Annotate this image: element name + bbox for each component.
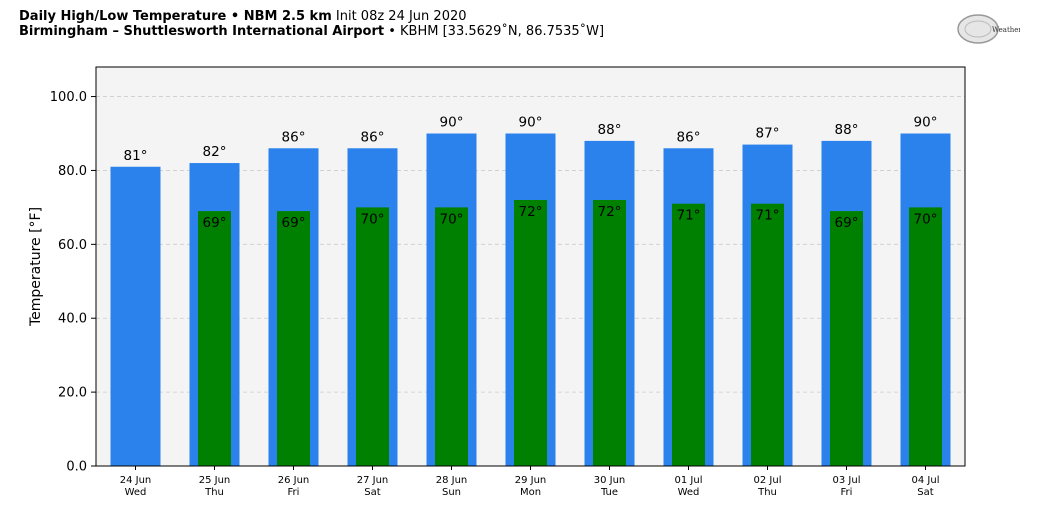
header-line-1: Daily High/Low Temperature • NBM 2.5 km … bbox=[19, 9, 604, 24]
low-value-label: 69° bbox=[282, 215, 306, 231]
x-tick-day: Wed bbox=[678, 487, 700, 498]
y-tick-label: 0.0 bbox=[66, 460, 87, 475]
y-tick-label: 80.0 bbox=[58, 164, 87, 179]
bar-labels: 81° 82° 69° 86° 69° 86° 70° 90° 70° 90° 72° 88° 72° 8… bbox=[124, 115, 938, 232]
x-tick-date: 27 Jun bbox=[357, 475, 389, 486]
x-tick-date: 30 Jun bbox=[594, 475, 626, 486]
low-bar bbox=[593, 200, 626, 466]
x-tick-date: 24 Jun bbox=[120, 475, 152, 486]
product-title: Daily High/Low Temperature • NBM 2.5 km bbox=[19, 9, 332, 24]
low-value-label: 72° bbox=[598, 204, 622, 220]
x-tick-date: 28 Jun bbox=[436, 475, 468, 486]
low-value-label: 70° bbox=[361, 211, 385, 227]
x-tick-day: Wed bbox=[125, 487, 147, 498]
y-tick-label: 40.0 bbox=[58, 312, 87, 327]
x-tick-day: Fri bbox=[288, 487, 300, 498]
y-tick-label: 100.0 bbox=[50, 90, 87, 105]
x-tick-date: 04 Jul bbox=[912, 475, 940, 486]
x-tick-day: Tue bbox=[600, 487, 618, 498]
high-value-label: 87° bbox=[756, 126, 780, 142]
low-value-label: 71° bbox=[756, 208, 780, 224]
low-value-label: 69° bbox=[203, 215, 227, 231]
high-value-label: 88° bbox=[598, 122, 622, 138]
high-value-label: 90° bbox=[519, 115, 543, 131]
x-tick-date: 03 Jul bbox=[833, 475, 861, 486]
low-bar bbox=[751, 203, 784, 466]
low-bar bbox=[435, 207, 468, 466]
high-value-label: 88° bbox=[835, 122, 859, 138]
y-tick-label: 60.0 bbox=[58, 238, 87, 253]
y-axis-label: Temperature [°F] bbox=[28, 207, 44, 327]
weatherbell-logo: WeatherBELL bbox=[957, 14, 1020, 44]
station-name: Birmingham – Shuttlesworth International… bbox=[19, 24, 385, 39]
high-value-label: 82° bbox=[203, 144, 227, 160]
y-axis: 0.0 20.0 40.0 60.0 80.0 100.0 bbox=[50, 90, 96, 475]
x-tick-date: 26 Jun bbox=[278, 475, 310, 486]
x-tick-date: 02 Jul bbox=[754, 475, 782, 486]
x-tick-date: 25 Jun bbox=[199, 475, 231, 486]
low-bar bbox=[198, 211, 231, 466]
svg-text:WeatherBELL: WeatherBELL bbox=[992, 26, 1020, 34]
high-value-label: 90° bbox=[914, 115, 938, 131]
header-line-2: Birmingham – Shuttlesworth International… bbox=[19, 24, 604, 39]
low-bar bbox=[514, 200, 547, 466]
low-bar bbox=[830, 211, 863, 466]
chart-header: Daily High/Low Temperature • NBM 2.5 km … bbox=[19, 9, 604, 39]
low-value-label: 70° bbox=[440, 211, 464, 227]
x-tick-day: Fri bbox=[841, 487, 853, 498]
x-tick-day: Thu bbox=[757, 487, 777, 498]
init-time: Init 08z 24 Jun 2020 bbox=[335, 9, 467, 24]
high-value-label: 86° bbox=[677, 129, 701, 145]
high-value-label: 81° bbox=[124, 148, 148, 164]
high-value-label: 86° bbox=[361, 129, 385, 145]
low-bar bbox=[277, 211, 310, 466]
x-tick-day: Mon bbox=[520, 487, 541, 498]
station-id-coords: • KBHM [33.5629˚N, 86.7535˚W] bbox=[388, 24, 605, 39]
x-tick-day: Sat bbox=[364, 487, 380, 498]
x-tick-date: 01 Jul bbox=[675, 475, 703, 486]
low-value-label: 69° bbox=[835, 215, 859, 231]
low-bar bbox=[909, 207, 942, 466]
high-value-label: 86° bbox=[282, 129, 306, 145]
low-value-label: 72° bbox=[519, 204, 543, 220]
x-tick-day: Thu bbox=[204, 487, 224, 498]
low-bar bbox=[356, 207, 389, 466]
x-tick-date: 29 Jun bbox=[515, 475, 547, 486]
low-bar bbox=[672, 203, 705, 466]
y-tick-label: 20.0 bbox=[58, 386, 87, 401]
bars bbox=[110, 133, 951, 467]
high-value-label: 90° bbox=[440, 115, 464, 131]
x-tick-day: Sat bbox=[917, 487, 933, 498]
low-value-label: 70° bbox=[914, 211, 938, 227]
low-value-label: 71° bbox=[677, 208, 701, 224]
high-bar bbox=[110, 166, 161, 466]
x-tick-day: Sun bbox=[442, 487, 461, 498]
